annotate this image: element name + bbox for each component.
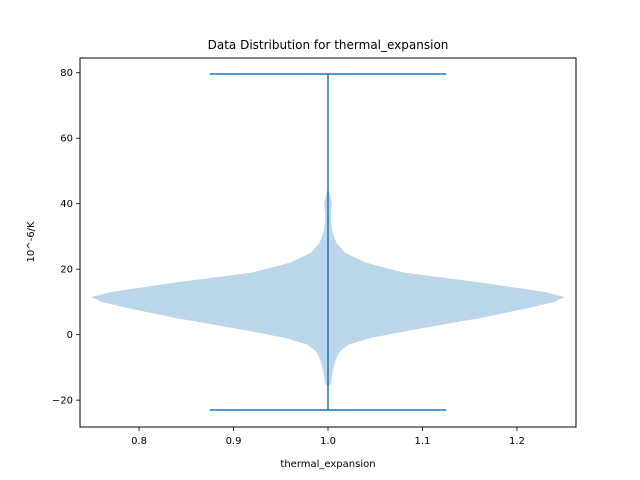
y-tick-label: 60 xyxy=(60,134,73,145)
plot-area xyxy=(91,73,565,411)
x-tick-label: 1.2 xyxy=(509,436,525,447)
y-tick-label: 20 xyxy=(60,265,73,276)
x-tick-label: 1.1 xyxy=(415,436,431,447)
y-axis: −20 0 20 40 60 80 xyxy=(52,68,80,407)
x-axis: 0.8 0.9 1.0 1.1 1.2 xyxy=(131,427,525,447)
x-tick-label: 1.0 xyxy=(320,436,336,447)
y-tick-label: 80 xyxy=(60,68,73,79)
y-axis-label: 10^-6/K xyxy=(26,221,37,262)
x-tick-label: 0.8 xyxy=(131,436,147,447)
y-tick-label: 40 xyxy=(60,199,73,210)
y-tick-label: 0 xyxy=(67,330,73,341)
chart-title: Data Distribution for thermal_expansion xyxy=(208,38,449,52)
y-tick-label: −20 xyxy=(52,396,73,407)
x-tick-label: 0.9 xyxy=(226,436,242,447)
x-axis-label: thermal_expansion xyxy=(280,459,375,470)
